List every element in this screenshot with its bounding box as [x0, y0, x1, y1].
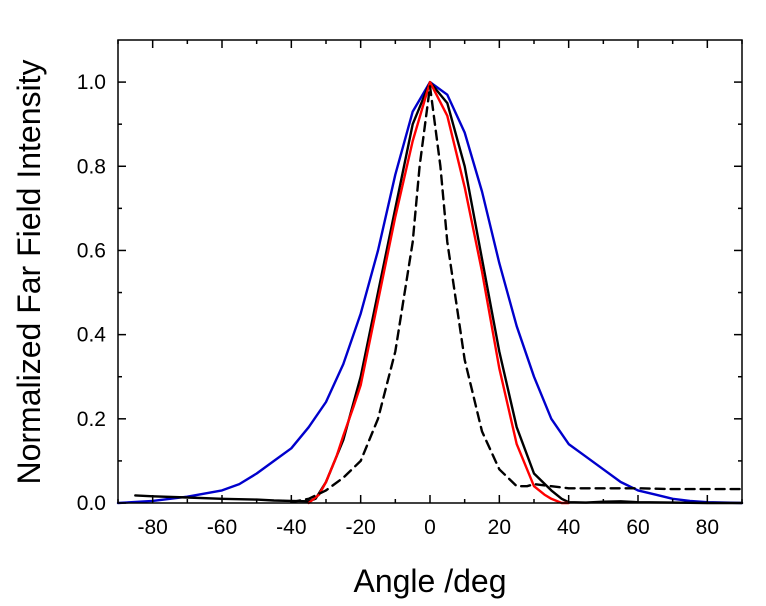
x-tick-label: 60 [626, 516, 649, 539]
plot-frame [117, 39, 743, 504]
tick-layer [117, 40, 743, 504]
y-axis-title: Normalized Far Field Intensity [11, 59, 47, 484]
x-tick-label: 0 [424, 516, 436, 539]
y-tick-label: 0.0 [77, 492, 106, 515]
x-tick-label: 40 [557, 516, 580, 539]
y-tick-labels: 0.0 0.2 0.4 0.6 0.8 1.0 [77, 71, 107, 515]
series-line-3 [307, 80, 570, 505]
x-tick-label: 20 [488, 516, 511, 539]
series-layer [116, 80, 744, 505]
series-line-4 [290, 85, 744, 504]
x-tick-label: -80 [137, 516, 167, 539]
x-axis-title: Angle /deg [353, 563, 506, 599]
x-tick-labels: -80 -60 -40 -20 0 20 40 60 80 [137, 516, 719, 539]
series-line-2 [134, 80, 744, 505]
y-tick-label: 0.2 [77, 408, 106, 431]
x-tick-label: -40 [276, 516, 306, 539]
series-line-1 [116, 80, 744, 505]
x-tick-label: -60 [207, 516, 237, 539]
x-tick-label: -20 [345, 516, 375, 539]
x-tick-label: 80 [696, 516, 719, 539]
y-tick-label: 1.0 [77, 71, 106, 94]
y-tick-label: 0.8 [77, 155, 106, 178]
y-tick-label: 0.6 [77, 239, 106, 262]
y-tick-label: 0.4 [77, 324, 107, 347]
